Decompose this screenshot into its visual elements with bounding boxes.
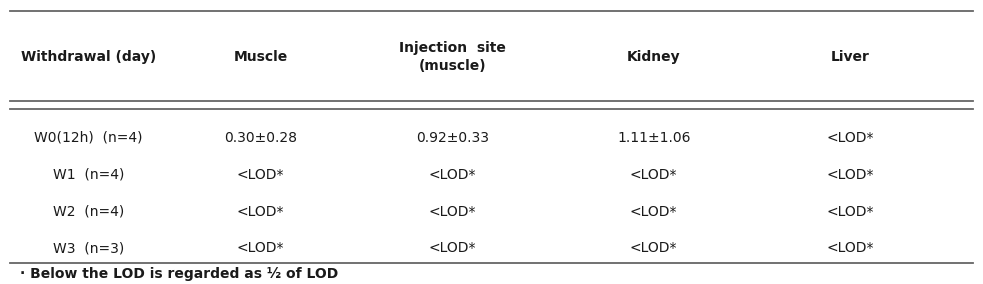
Text: <LOD*: <LOD* <box>237 204 284 219</box>
Text: <LOD*: <LOD* <box>429 204 476 219</box>
Text: W3  (n=3): W3 (n=3) <box>53 241 124 256</box>
Text: <LOD*: <LOD* <box>827 168 874 182</box>
Text: Liver: Liver <box>831 50 870 64</box>
Text: <LOD*: <LOD* <box>630 241 677 256</box>
Text: Withdrawal (day): Withdrawal (day) <box>21 50 156 64</box>
Text: W1  (n=4): W1 (n=4) <box>53 168 124 182</box>
Text: 0.92±0.33: 0.92±0.33 <box>416 131 489 145</box>
Text: <LOD*: <LOD* <box>827 241 874 256</box>
Text: <LOD*: <LOD* <box>429 168 476 182</box>
Text: W0(12h)  (n=4): W0(12h) (n=4) <box>34 131 143 145</box>
Text: <LOD*: <LOD* <box>827 131 874 145</box>
Text: <LOD*: <LOD* <box>827 204 874 219</box>
Text: · Below the LOD is regarded as ½ of LOD: · Below the LOD is regarded as ½ of LOD <box>20 267 338 281</box>
Text: W2  (n=4): W2 (n=4) <box>53 204 124 219</box>
Text: <LOD*: <LOD* <box>429 241 476 256</box>
Text: Kidney: Kidney <box>627 50 680 64</box>
Text: 0.30±0.28: 0.30±0.28 <box>224 131 297 145</box>
Text: <LOD*: <LOD* <box>237 241 284 256</box>
Text: 1.11±1.06: 1.11±1.06 <box>617 131 690 145</box>
Text: <LOD*: <LOD* <box>237 168 284 182</box>
Text: <LOD*: <LOD* <box>630 168 677 182</box>
Text: Muscle: Muscle <box>233 50 288 64</box>
Text: <LOD*: <LOD* <box>630 204 677 219</box>
Text: Injection  site
(muscle): Injection site (muscle) <box>399 41 505 73</box>
